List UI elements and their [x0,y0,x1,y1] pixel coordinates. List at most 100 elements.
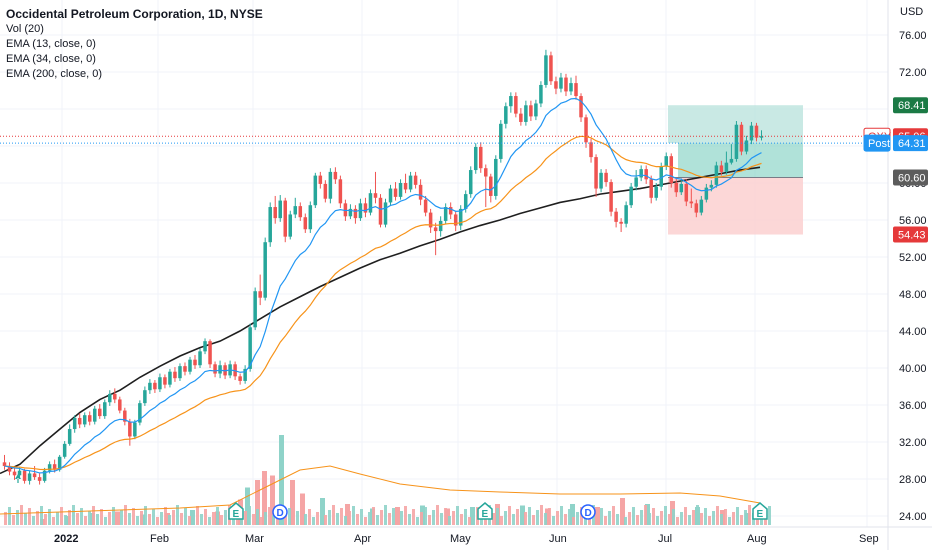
candle-body[interactable] [62,443,67,457]
candle-body[interactable] [524,105,528,122]
candle-body[interactable] [298,206,303,218]
candle-body[interactable] [494,158,498,196]
candle-body[interactable] [268,207,272,243]
candle-body[interactable] [363,203,368,213]
stop-zone[interactable] [668,177,803,235]
candle-body[interactable] [343,203,348,217]
candle-body[interactable] [649,179,653,198]
candle-body[interactable] [484,168,488,177]
candle-body[interactable] [218,365,222,374]
candle-body[interactable] [52,464,57,470]
candle-body[interactable] [443,207,448,221]
candle-body[interactable] [7,466,12,472]
candle-body[interactable] [323,183,328,199]
candle-body[interactable] [57,456,62,470]
candle-body[interactable] [383,202,388,225]
candle-body[interactable] [72,417,77,430]
candle-body[interactable] [27,473,32,481]
candle-body[interactable] [77,417,82,425]
candle-body[interactable] [709,184,714,188]
candle-body[interactable] [473,146,478,171]
candle-body[interactable] [253,291,257,328]
candle-body[interactable] [744,140,749,152]
candle-body[interactable] [333,171,338,180]
candle-body[interactable] [489,176,493,196]
candle-body[interactable] [729,158,734,163]
candle-body[interactable] [98,408,102,417]
candle-body[interactable] [143,390,147,404]
candle-body[interactable] [183,366,187,372]
candle-body[interactable] [82,415,87,425]
candle-body[interactable] [599,172,603,189]
candle-body[interactable] [584,117,588,143]
candle-body[interactable] [574,83,578,97]
candle-body[interactable] [659,166,663,187]
candle-body[interactable] [694,203,699,213]
candle-body[interactable] [37,477,42,481]
candle-body[interactable] [549,55,553,82]
candle-body[interactable] [263,242,267,298]
candle-body[interactable] [594,157,598,189]
candle-body[interactable] [644,169,648,180]
candle-body[interactable] [353,208,358,219]
candle-body[interactable] [153,382,157,390]
indicator-ema200[interactable]: EMA (200, close, 0) [6,68,102,80]
candle-body[interactable] [388,188,393,203]
candle-body[interactable] [193,359,197,366]
candle-body[interactable] [243,368,247,381]
candle-body[interactable] [283,200,287,237]
candle-body[interactable] [654,186,658,198]
candle-body[interactable] [393,188,398,197]
candle-body[interactable] [313,175,318,206]
candle-body[interactable] [519,113,523,122]
candle-body[interactable] [128,421,132,437]
candle-body[interactable] [42,470,47,481]
candle-body[interactable] [168,371,172,385]
candle-body[interactable] [739,124,744,152]
candle-body[interactable] [604,172,608,183]
candle-body[interactable] [534,103,538,117]
candle-body[interactable] [398,183,403,197]
candle-body[interactable] [123,410,127,422]
candle-body[interactable] [564,77,568,92]
candle-body[interactable] [2,462,7,467]
candle-body[interactable] [198,351,202,366]
candle-body[interactable] [479,146,483,169]
candle-body[interactable] [569,83,573,92]
candle-body[interactable] [539,84,543,104]
candle-body[interactable] [403,183,408,190]
candle-body[interactable] [92,408,97,422]
candle-body[interactable] [423,199,428,213]
candle-body[interactable] [468,170,473,195]
candle-body[interactable] [714,165,719,185]
candle-body[interactable] [318,175,323,184]
candle-body[interactable] [438,220,443,232]
candle-body[interactable] [544,55,548,85]
candle-body[interactable] [22,470,27,481]
candle-body[interactable] [173,371,177,379]
candle-body[interactable] [118,399,122,411]
candle-body[interactable] [413,175,418,185]
candle-body[interactable] [293,206,298,215]
candle-body[interactable] [629,186,633,206]
candle-body[interactable] [368,193,373,213]
candle-body[interactable] [448,207,453,215]
candle-body[interactable] [338,179,343,204]
earnings-icon[interactable] [228,502,244,520]
candle-body[interactable] [273,207,277,219]
candle-body[interactable] [303,217,308,230]
candle-body[interactable] [12,471,17,476]
candle-body[interactable] [619,221,623,224]
candle-body[interactable] [458,208,463,226]
candle-body[interactable] [188,359,192,372]
candle-body[interactable] [208,341,212,365]
candle-body[interactable] [639,169,643,178]
candle-body[interactable] [589,142,593,158]
candle-body[interactable] [213,364,217,374]
candle-body[interactable] [689,201,694,204]
indicator-ema13[interactable]: EMA (13, close, 0) [6,38,96,50]
candle-body[interactable] [554,81,558,89]
earnings-icon[interactable] [477,502,493,520]
candle-body[interactable] [203,341,207,352]
